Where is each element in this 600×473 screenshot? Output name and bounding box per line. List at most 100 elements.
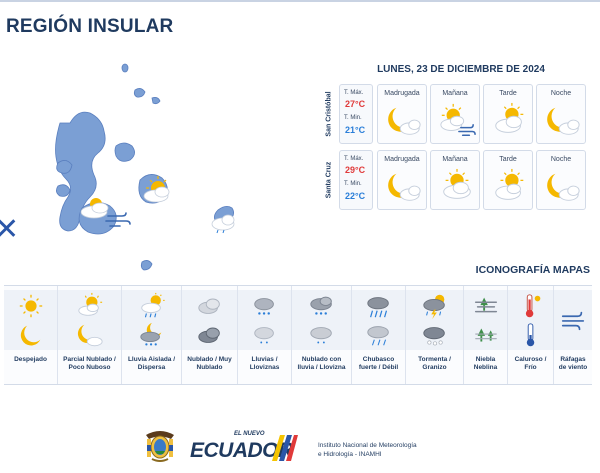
- sun-cloud-wind-icon: [440, 103, 476, 137]
- map-island-espanola: [140, 260, 153, 271]
- map-island-north: [121, 63, 129, 73]
- temp-max-label: T. Máx.: [344, 156, 364, 162]
- period-label: Madrugada: [384, 156, 420, 163]
- map-sun-cloud-wind-icon: [80, 198, 131, 227]
- sun-cloud-icon: [77, 292, 102, 316]
- sun-cloud-icon: [495, 168, 524, 200]
- coat-of-arms-icon: [146, 431, 174, 462]
- close-icon[interactable]: ✕: [0, 212, 20, 247]
- brand-logo: ECUADOR: [190, 439, 293, 462]
- moon-cloud-icon: [547, 173, 580, 201]
- period-label: Madrugada: [384, 90, 420, 97]
- moon-cloud-rain-icon: [139, 322, 161, 346]
- temp-min-label: T. Min.: [344, 181, 362, 187]
- temp-max-label: T. Máx.: [344, 90, 364, 96]
- hail-icon: [422, 327, 445, 346]
- temperature-box: T. Máx. 27°C T. Min. 21°C: [339, 84, 373, 144]
- moon-cloud-icon: [388, 173, 421, 201]
- temperature-box: T. Máx. 29°C T. Min. 22°C: [339, 150, 373, 210]
- map-sun-cloud-icon: [143, 176, 170, 203]
- dark-cloud-icon: [197, 327, 220, 343]
- temp-max-value: 27°C: [345, 99, 366, 109]
- period-manana: Mañana: [430, 84, 480, 144]
- legend-label: Caluroso / Frío: [514, 356, 547, 371]
- fog-icon: [474, 297, 497, 313]
- island-name: Santa Cruz: [325, 161, 333, 199]
- legend-label: Despejado: [14, 356, 47, 363]
- heavy-shower-icon: [366, 297, 389, 318]
- map-cloud-rain-icon: [211, 214, 235, 234]
- page-title: REGIÓN INSULAR: [6, 16, 174, 37]
- forecast-row-san-cristobal: San Cristóbal T. Máx. 27°C T. Min. 21°C …: [321, 84, 586, 144]
- moon-cloud-icon: [77, 324, 103, 347]
- cold-thermometer-icon: [526, 323, 534, 347]
- period-madrugada: Madrugada: [377, 84, 427, 144]
- legend-label: Lluvias / Lloviznas: [249, 356, 280, 371]
- island-name: San Cristóbal: [325, 91, 333, 137]
- sun-cloud-rain-icon: [140, 292, 165, 318]
- brand-tagline: EL NUEVO: [234, 431, 265, 437]
- legend-item-lluvia-aislada: Lluvia Aislada / Dispersa: [122, 286, 182, 384]
- cloud-rain-icon: [309, 296, 332, 315]
- period-label: Mañana: [442, 90, 468, 97]
- period-noche: Noche: [536, 150, 586, 210]
- legend-title: ICONOGRAFÍA MAPAS: [475, 264, 590, 276]
- period-label: Tarde: [499, 156, 517, 163]
- cloud-rain-icon: [253, 298, 274, 315]
- sun-icon: [19, 294, 42, 318]
- legend-item-parcial-nublado: Parcial Nublado / Poco Nuboso: [58, 286, 122, 384]
- map-island-marchena: [151, 97, 161, 105]
- map-island-pinta: [133, 88, 146, 98]
- wind-gust-icon: [561, 311, 585, 331]
- islands-map: [40, 58, 270, 283]
- moon-icon: [20, 325, 40, 346]
- moon-cloud-icon: [388, 107, 421, 135]
- legend-label: Tormenta / Granizo: [418, 356, 451, 371]
- period-madrugada: Madrugada: [377, 150, 427, 210]
- map-island-santiago: [114, 142, 135, 162]
- temp-min-label: T. Min.: [344, 115, 362, 121]
- period-label: Noche: [550, 90, 572, 97]
- mist-icon: [474, 328, 497, 342]
- legend-item-niebla: Niebla Neblina: [464, 286, 508, 384]
- light-shower-icon: [366, 326, 389, 346]
- legend-item-caluroso: Caluroso / Frío: [508, 286, 554, 384]
- period-tarde: Tarde: [483, 84, 533, 144]
- legend-item-nublado-lluvia: Nublado con lluvia / Llovizna: [292, 286, 352, 384]
- period-label: Noche: [550, 156, 572, 163]
- legend-label: Lluvia Aislada / Dispersa: [127, 356, 176, 371]
- hot-thermometer-icon: [525, 294, 540, 318]
- period-label: Mañana: [442, 156, 468, 163]
- sun-cloud-icon: [495, 102, 524, 133]
- legend-item-rafagas: Ráfagas de viento: [554, 286, 592, 384]
- legend-label: Ráfagas de viento: [558, 356, 588, 371]
- legend-label: Niebla Neblina: [473, 356, 498, 371]
- legend-label: Nublado / Muy Nublado: [187, 356, 232, 371]
- forecast-date: LUNES, 23 DE DICIEMBRE DE 2024: [377, 64, 545, 75]
- legend-item-chubasco: Chubasco fuerte / Débil: [352, 286, 406, 384]
- thunderstorm-icon: [422, 294, 445, 320]
- cloud-icon: [197, 298, 220, 314]
- top-border: [0, 0, 600, 2]
- legend-item-lluvias: Lluvias / Lloviznas: [238, 286, 292, 384]
- legend-item-tormenta: Tormenta / Granizo: [406, 286, 464, 384]
- period-label: Tarde: [499, 90, 517, 97]
- institute-name: Instituto Nacional de Meteorología e Hid…: [318, 442, 417, 458]
- map-island-fernandina: [56, 160, 73, 174]
- flag-stripes-icon: [272, 435, 298, 461]
- moon-cloud-icon: [547, 107, 580, 135]
- legend-label: Parcial Nublado / Poco Nuboso: [63, 356, 116, 371]
- sun-cloud-icon: [443, 168, 471, 199]
- temp-max-value: 29°C: [345, 165, 366, 175]
- legend-item-nublado: Nublado / Muy Nublado: [182, 286, 238, 384]
- cloud-drizzle-icon: [253, 327, 274, 344]
- legend-label: Nublado con lluvia / Llovizna: [297, 356, 346, 371]
- legend-label: Chubasco fuerte / Débil: [358, 356, 399, 371]
- period-tarde: Tarde: [483, 150, 533, 210]
- legend-item-despejado: Despejado: [4, 286, 58, 384]
- icon-legend: Despejado Parcial Nublado / Poco Nuboso …: [4, 285, 592, 385]
- period-manana: Mañana: [430, 150, 480, 210]
- period-noche: Noche: [536, 84, 586, 144]
- cloud-drizzle-icon: [309, 327, 332, 344]
- forecast-row-santa-cruz: Santa Cruz T. Máx. 29°C T. Min. 22°C Mad…: [321, 150, 586, 210]
